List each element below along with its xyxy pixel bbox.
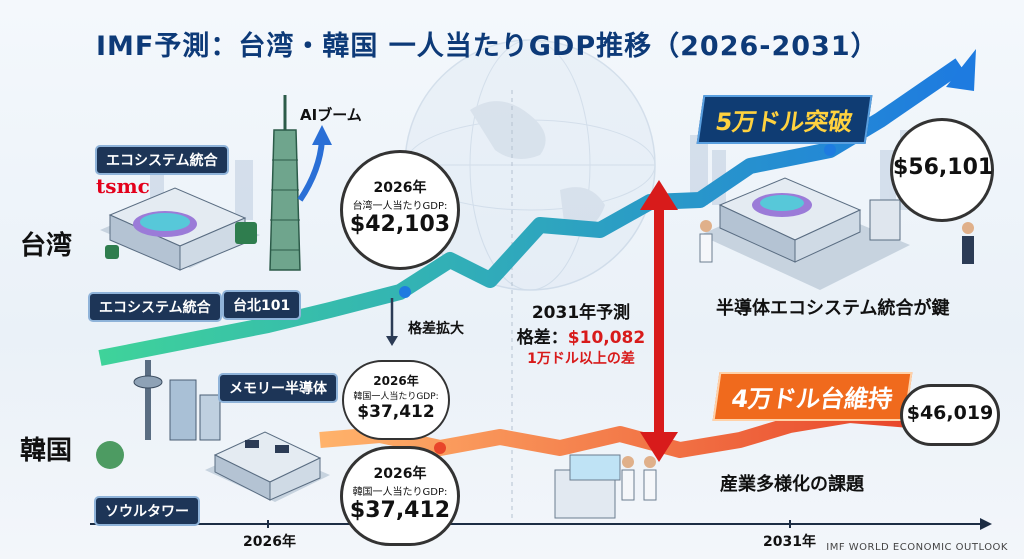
gap-value: $10,082 [568,328,645,348]
taiwan-2026-bubble: 2026年 台湾一人当たりGDP: $42,103 [340,150,460,270]
row-label-korea: 韓国 [20,430,72,467]
taiwan-2031-banner: 5万ドル突破 [697,95,873,144]
taiwan-point-2031 [824,144,836,156]
korea-2031-banner: 4万ドル台維持 [713,372,913,421]
korea-2026a-label: 韓国一人当たりGDP: [344,389,448,402]
taiwan-2031-value: $56,101 [893,155,991,180]
page-title: IMF予測：台湾・韓国 一人当たりGDP推移（2026-2031） [96,24,956,63]
korea-2026a-value: $37,412 [344,402,448,422]
korea-2026-bubble-large: 2026年 韓国一人当たりGDP: $37,412 [340,446,460,546]
taiwan-2031-factory-illustration [700,178,910,290]
x-tick-label-2031: 2031年 [763,531,816,551]
gap-line1: 2031年予測 [516,298,646,323]
x-tick-label-2026: 2026年 [243,531,296,551]
taiwan-point-2026 [399,286,411,298]
taipei101-tag: 台北101 [222,290,301,320]
gap-line2: 格差：$10,082 [516,323,646,348]
korea-2026b-year: 2026年 [343,463,457,483]
source-footer: IMF WORLD ECONOMIC OUTLOOK [826,542,1008,553]
korea-2026a-year: 2026年 [344,372,448,389]
widen-arrow [386,298,398,346]
ai-boom-arrow [300,140,322,200]
memory-semiconductor-tag: メモリー半導体 [218,373,338,403]
gap-line3: 1万ドル以上の差 [516,348,646,368]
taiwan-2031-bubble: $56,101 [890,118,994,222]
korea-2031-bubble: $46,019 [900,384,1000,446]
taipei101-illustration [270,95,300,270]
korea-caption: 産業多様化の課題 [720,470,864,496]
ecosystem-tag-bottom: エコシステム統合 [88,292,222,322]
gap-text-block: 2031年予測 格差：$10,082 1万ドル以上の差 [516,298,646,368]
gap-line2-prefix: 格差： [517,328,568,348]
ecosystem-tag-top: エコシステム統合 [95,145,229,175]
seoul-tower-tag: ソウルタワー [94,496,200,526]
lab-scene-illustration [555,455,656,518]
row-label-taiwan: 台湾 [20,225,72,262]
ai-boom-label: AIブーム [300,104,362,125]
korea-2026b-value: $37,412 [343,498,457,523]
taiwan-caption: 半導体エコシステム統合が鍵 [716,294,949,320]
korea-2031-value: $46,019 [903,402,997,424]
taiwan-2026-value: $42,103 [343,212,457,237]
globe-graphic [405,40,655,290]
korea-factory-illustration [205,432,330,502]
tsmc-logo: tsmc [96,174,150,198]
taiwan-2026-label: 台湾一人当たりGDP: [343,197,457,212]
korea-2026-bubble-small: 2026年 韓国一人当たりGDP: $37,412 [342,360,450,440]
x-axis-arrowhead [980,518,992,530]
korea-2026b-label: 韓国一人当たりGDP: [343,483,457,498]
taiwan-2026-year: 2026年 [343,177,457,197]
widen-label: 格差拡大 [408,318,464,338]
